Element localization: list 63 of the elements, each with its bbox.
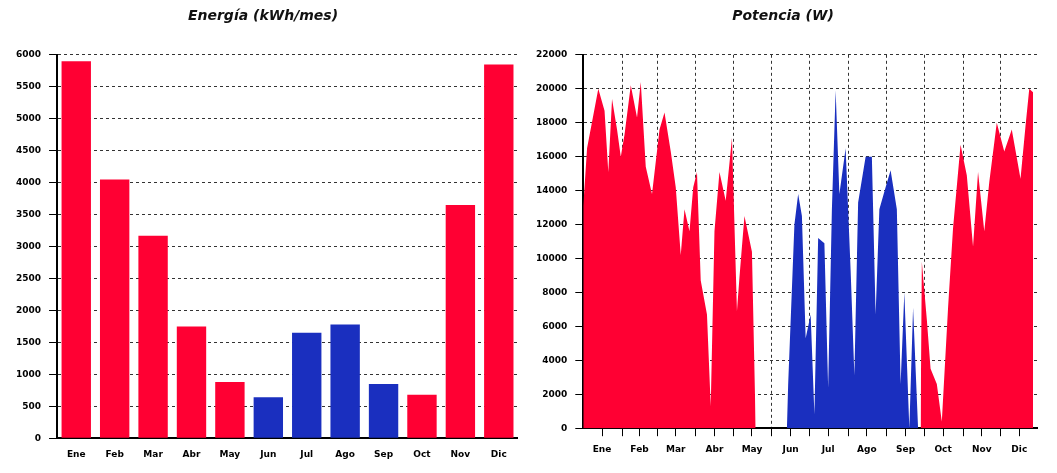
x-tick-label: Oct [934, 443, 953, 454]
bar [176, 326, 207, 438]
x-tick-label: Feb [630, 443, 650, 454]
y-tick-label: 4000 [15, 176, 42, 187]
x-tick-label: Jun [781, 443, 799, 454]
y-tick-label: 4000 [542, 354, 568, 365]
x-tick-label: Mar [143, 448, 164, 459]
bar [253, 397, 284, 438]
x-tick-label: Abr [182, 448, 201, 459]
bar [445, 204, 476, 438]
x-tick-label: Abr [705, 443, 724, 454]
y-tick-label: 2000 [15, 304, 42, 315]
bar [61, 61, 91, 438]
x-tick-label: Jul [820, 443, 835, 454]
x-tick-label: Sep [896, 443, 916, 454]
y-tick-label: 6000 [542, 320, 568, 331]
x-tick-label: Ago [335, 448, 355, 459]
y-tick-label: 3000 [15, 240, 42, 251]
x-tick-label: Dic [1011, 443, 1028, 454]
y-tick-label: 0 [561, 422, 568, 433]
y-tick-label: 6000 [15, 49, 42, 60]
y-tick-label: 16000 [536, 150, 568, 161]
x-tick-label: Jun [259, 448, 277, 459]
y-tick-label: 22000 [536, 49, 568, 60]
x-tick-label: Sep [374, 448, 394, 459]
y-tick-label: 500 [22, 400, 42, 411]
bar [368, 383, 399, 438]
x-tick-label: May [741, 443, 763, 454]
chart-title: Potencia (W) [732, 7, 834, 24]
x-tick-label: Nov [450, 448, 471, 459]
y-tick-label: 1000 [15, 368, 42, 379]
y-tick-label: 3500 [15, 208, 42, 219]
x-tick-label: Mar [666, 443, 687, 454]
y-tick-label: 8000 [542, 286, 568, 297]
y-tick-label: 5500 [15, 81, 42, 92]
x-tick-label: Ago [857, 443, 877, 454]
y-tick-label: 1500 [15, 336, 42, 347]
x-tick-label: Ene [592, 443, 612, 454]
chart-title: Energía (kWh/mes) [187, 7, 339, 24]
y-tick-label: 20000 [536, 83, 568, 94]
x-tick-label: May [219, 448, 241, 459]
bar [99, 179, 130, 438]
y-tick-label: 2000 [542, 388, 568, 399]
y-tick-label: 0 [34, 432, 42, 443]
y-tick-label: 18000 [536, 117, 568, 128]
y-tick-label: 4500 [15, 144, 42, 155]
y-tick-label: 5000 [15, 113, 42, 124]
bar [330, 324, 360, 438]
x-tick-label: Nov [971, 443, 992, 454]
x-tick-label: Oct [413, 448, 432, 459]
y-tick-label: 12000 [536, 218, 568, 229]
y-tick-label: 14000 [536, 184, 568, 195]
x-tick-label: Dic [490, 448, 507, 459]
bar [292, 332, 322, 438]
y-tick-label: 10000 [536, 252, 568, 263]
bar [484, 64, 514, 438]
y-tick-label: 2500 [15, 272, 42, 283]
bar [407, 394, 437, 438]
bar [215, 381, 245, 438]
x-tick-label: Jul [299, 448, 314, 459]
x-tick-label: Feb [105, 448, 125, 459]
x-tick-label: Ene [66, 448, 86, 459]
bar [138, 235, 168, 438]
